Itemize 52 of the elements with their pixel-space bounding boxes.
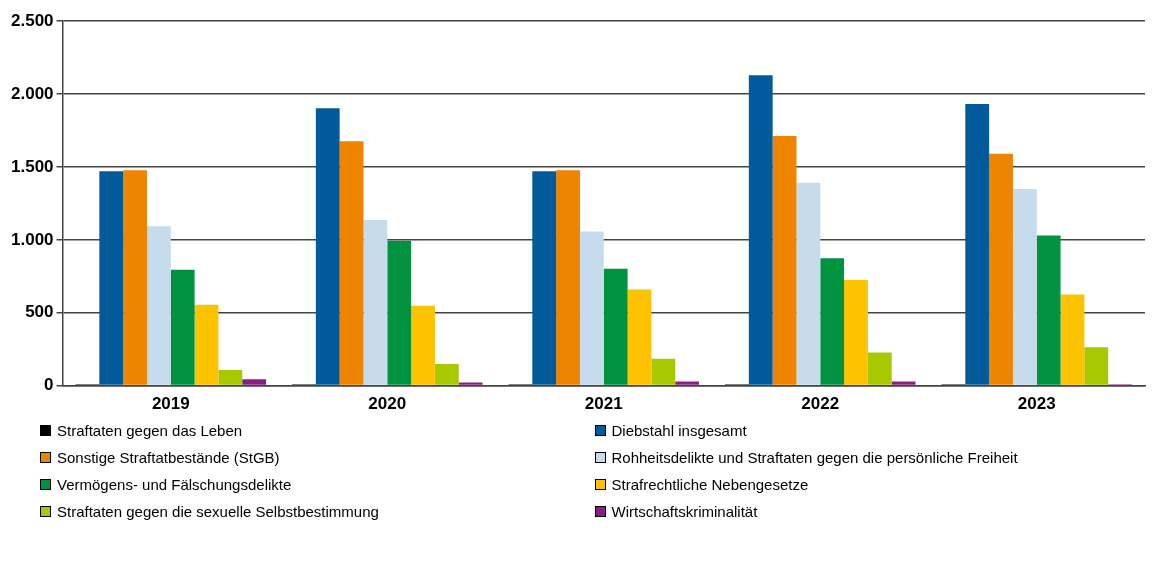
- legend-label: Strafrechtliche Nebengesetze: [611, 476, 809, 493]
- x-tick-label: 2021: [584, 394, 623, 414]
- bar: [556, 170, 580, 385]
- x-tick-label: 2023: [1017, 394, 1056, 414]
- bar: [315, 108, 340, 385]
- legend-label: Straftaten gegen die sexuelle Selbstbestimmung: [57, 503, 379, 520]
- bar: [242, 379, 267, 385]
- bar: [651, 358, 676, 385]
- bar: [339, 141, 364, 385]
- bar: [891, 381, 916, 385]
- bar: [387, 240, 412, 385]
- bar: [146, 226, 171, 385]
- bar: [434, 363, 459, 385]
- bar: [844, 280, 868, 385]
- y-tick-label: 0: [44, 375, 54, 395]
- legend-label: Straftaten gegen das Leben: [57, 422, 243, 439]
- bar: [411, 305, 435, 385]
- bar: [1060, 294, 1085, 385]
- bar: [218, 370, 243, 385]
- legend-label: Rohheitsdelikte und Straftaten gegen die persönliche Freiheit: [611, 449, 1018, 466]
- bar: [363, 220, 388, 385]
- bar: [1012, 188, 1037, 385]
- bar: [820, 258, 845, 385]
- y-tick-label: 1.500: [10, 156, 54, 176]
- y-tick-label: 1.000: [10, 229, 54, 249]
- legend-label: Wirtschaftskriminalität: [611, 503, 758, 520]
- bar: [99, 171, 124, 385]
- bar: [748, 75, 773, 385]
- bar: [123, 170, 147, 385]
- legend-label: Vermögens- und Fälschungsdelikte: [57, 476, 292, 493]
- bar: [1084, 347, 1109, 385]
- bar: [532, 171, 557, 385]
- y-tick-label: 500: [25, 302, 54, 322]
- legend-label: Sonstige Straftatbestände (StGB): [57, 449, 280, 466]
- bar: [194, 304, 219, 385]
- bar: [867, 352, 892, 385]
- x-tick-label: 2019: [151, 394, 190, 414]
- bar: [796, 182, 821, 385]
- bar: [772, 136, 797, 385]
- x-tick-label: 2020: [368, 394, 407, 414]
- bar: [603, 268, 628, 385]
- bar: [675, 381, 700, 385]
- bar: [989, 153, 1013, 385]
- legend-label: Diebstahl insgesamt: [611, 422, 747, 439]
- bar: [627, 289, 652, 385]
- bar: [579, 231, 604, 385]
- x-tick-label: 2022: [801, 394, 840, 414]
- bar: [1036, 235, 1061, 385]
- y-tick-label: 2.500: [10, 10, 54, 30]
- bar: [965, 103, 990, 385]
- bar: [170, 269, 195, 385]
- y-tick-label: 2.000: [10, 83, 54, 103]
